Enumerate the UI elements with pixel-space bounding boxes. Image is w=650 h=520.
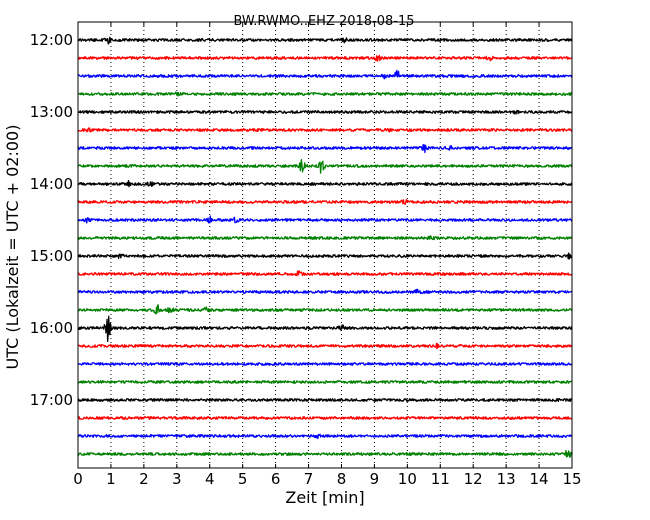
x-tick-label: 0 xyxy=(73,470,83,488)
x-tick-label: 7 xyxy=(304,470,314,488)
trace-1330 xyxy=(77,143,573,154)
trace-1230 xyxy=(77,69,573,80)
x-tick-label: 11 xyxy=(431,470,450,488)
trace-1400 xyxy=(77,179,573,188)
trace-1430 xyxy=(77,215,573,224)
y-tick-label: 13:00 xyxy=(30,103,73,121)
y-tick-label: 17:00 xyxy=(30,391,73,409)
x-tick-label: 9 xyxy=(370,470,380,488)
trace-1245 xyxy=(77,91,573,97)
y-axis-label: UTC (Lokalzeit = UTC + 02:00) xyxy=(3,125,22,370)
trace-1600 xyxy=(77,315,573,343)
y-tick-label: 15:00 xyxy=(30,247,73,265)
x-tick-label: 6 xyxy=(271,470,281,488)
y-axis-ticks: 12:00 13:00 14:00 15:00 16:00 17:00 xyxy=(30,31,572,409)
x-tick-label: 3 xyxy=(172,470,182,488)
x-tick-label: 5 xyxy=(238,470,248,488)
trace-1615 xyxy=(77,342,573,350)
trace-1300 xyxy=(77,109,573,115)
x-axis-ticks: 0 1 2 3 4 5 6 7 8 9 10 11 12 13 14 15 xyxy=(73,22,582,488)
x-tick-label: 4 xyxy=(205,470,215,488)
y-tick-label: 16:00 xyxy=(30,319,73,337)
x-tick-label: 1 xyxy=(106,470,116,488)
x-tick-label: 13 xyxy=(497,470,516,488)
trace-1530 xyxy=(77,288,573,295)
trace-1415 xyxy=(77,199,573,206)
x-tick-label: 2 xyxy=(139,470,149,488)
trace-1630 xyxy=(77,362,573,366)
trace-1700 xyxy=(77,398,573,402)
x-tick-label: 10 xyxy=(398,470,417,488)
y-tick-label: 12:00 xyxy=(30,31,73,49)
x-axis-label: Zeit [min] xyxy=(285,488,364,507)
trace-1730 xyxy=(77,433,573,440)
trace-1745 xyxy=(77,449,573,458)
trace-1645 xyxy=(77,380,573,384)
trace-1545 xyxy=(77,304,573,315)
y-tick-label: 14:00 xyxy=(30,175,73,193)
trace-1200 xyxy=(77,36,573,45)
x-tick-label: 12 xyxy=(464,470,483,488)
trace-group xyxy=(77,36,573,458)
plot-frame xyxy=(77,21,573,469)
trace-1715 xyxy=(77,416,573,420)
x-tick-label: 8 xyxy=(337,470,347,488)
trace-1345 xyxy=(77,158,573,174)
x-tick-label: 15 xyxy=(562,470,581,488)
trace-1215 xyxy=(77,54,573,62)
trace-1515 xyxy=(77,270,573,277)
x-tick-label: 14 xyxy=(530,470,549,488)
trace-1445 xyxy=(77,235,573,241)
trace-1500 xyxy=(77,252,573,260)
trace-1315 xyxy=(77,127,573,133)
